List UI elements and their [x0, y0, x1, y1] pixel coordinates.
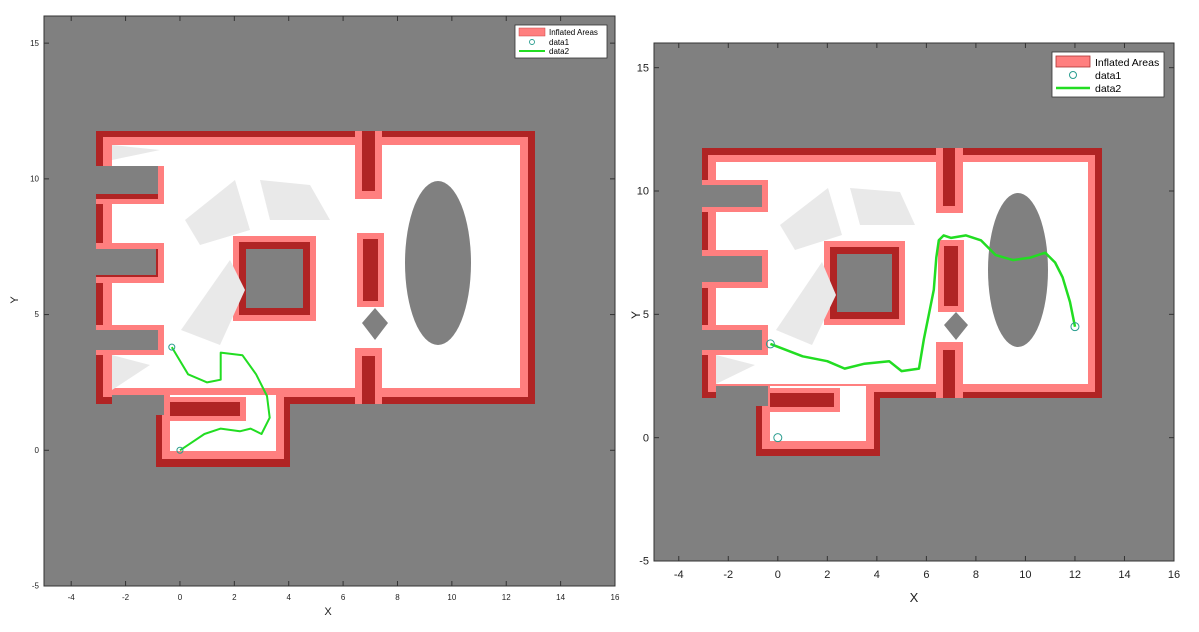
diamond-obstacle — [362, 308, 388, 340]
x-axis-label: X — [324, 606, 332, 618]
data2-path-line — [769, 234, 1077, 373]
x-tick-label: 10 — [1019, 569, 1031, 581]
x-tick-label: 6 — [923, 569, 929, 581]
legend: Inflated Areas data1 data2 — [514, 24, 608, 59]
x-tick-label: 10 — [447, 593, 456, 602]
path-layer — [765, 234, 1080, 443]
plot-frame — [43, 15, 616, 587]
legend-swatch-data1 — [529, 39, 535, 45]
ellipse-obstacle — [988, 193, 1048, 347]
x-tick-label: 12 — [1069, 569, 1081, 581]
y-tick-label: -5 — [639, 556, 649, 568]
legend-label-inflated: Inflated Areas — [1095, 57, 1159, 69]
x-tick-label: 4 — [874, 569, 880, 581]
x-axis-label: X — [910, 590, 919, 605]
left-map-plot: -4 -2 0 2 4 6 8 10 12 14 16 -5 0 5 10 15 Inflated Areas… — [9, 15, 620, 618]
legend-swatch-inflated — [518, 27, 546, 37]
data1-point — [168, 343, 176, 351]
pillar-hole — [246, 249, 303, 308]
y-tick-label: 15 — [30, 39, 39, 48]
x-tick-label: 16 — [1168, 569, 1180, 581]
x-tick-label: 16 — [611, 593, 620, 602]
right-map-plot: -4 -2 0 2 4 6 8 10 12 14 16 -5 0 5 10 15 Inflated Areas… — [629, 42, 1180, 605]
data1-point — [1070, 322, 1080, 332]
x-tick-label: 0 — [178, 593, 183, 602]
x-tick-label: 0 — [775, 569, 781, 581]
x-tick-label: 14 — [556, 593, 565, 602]
plot-frame — [653, 42, 1175, 562]
scan-shadows — [112, 145, 330, 390]
y-tick-label: 5 — [643, 309, 649, 321]
data1-point — [176, 446, 184, 454]
legend-swatch-data1 — [1069, 71, 1077, 79]
legend-label-data2: data2 — [549, 47, 570, 56]
x-tick-label: 2 — [232, 593, 237, 602]
path-layer — [168, 343, 271, 454]
legend-label-inflated: Inflated Areas — [549, 28, 598, 37]
x-tick-label: 4 — [286, 593, 291, 602]
inner-walls — [96, 131, 384, 421]
legend-swatch-inflated — [1055, 55, 1091, 68]
legend-label-data2: data2 — [1095, 83, 1121, 95]
y-tick-label: 15 — [637, 62, 649, 74]
y-tick-label: -5 — [32, 582, 40, 591]
data1-point — [765, 339, 775, 349]
x-tick-label: -2 — [723, 569, 733, 581]
y-axis-label: Y — [629, 311, 643, 319]
axes: -4 -2 0 2 4 6 8 10 12 14 16 -5 0 5 10 15 — [637, 43, 1180, 581]
x-tick-label: 8 — [973, 569, 979, 581]
x-tick-label: -2 — [122, 593, 130, 602]
y-axis-label: Y — [9, 296, 21, 304]
x-tick-label: 8 — [395, 593, 400, 602]
data2-path-line — [170, 346, 271, 452]
x-tick-label: 12 — [502, 593, 511, 602]
legend-label-data1: data1 — [549, 38, 570, 47]
y-tick-label: 10 — [637, 186, 649, 198]
inner-walls — [702, 148, 964, 412]
axes: -4 -2 0 2 4 6 8 10 12 14 16 -5 0 5 10 15 — [30, 16, 620, 602]
y-tick-label: 0 — [35, 446, 40, 455]
data1-point — [773, 433, 783, 443]
x-tick-label: -4 — [68, 593, 76, 602]
x-tick-label: 6 — [341, 593, 346, 602]
y-tick-label: 0 — [643, 432, 649, 444]
y-tick-label: 5 — [35, 310, 40, 319]
legend-label-data1: data1 — [1095, 70, 1121, 82]
y-tick-label: 10 — [30, 175, 39, 184]
x-tick-label: 14 — [1118, 569, 1130, 581]
pillar-hole — [837, 254, 892, 312]
x-tick-label: -4 — [674, 569, 684, 581]
legend: Inflated Areas data1 data2 — [1051, 51, 1165, 98]
ellipse-obstacle — [405, 181, 471, 345]
x-tick-label: 2 — [824, 569, 830, 581]
scan-shadows — [716, 188, 915, 384]
diamond-obstacle — [944, 312, 968, 340]
